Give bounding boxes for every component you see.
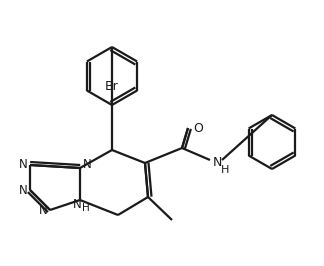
Text: N: N [19,184,28,197]
Text: H: H [82,203,90,213]
Text: H: H [221,165,229,175]
Text: N: N [83,159,92,172]
Text: N: N [19,159,28,172]
Text: N: N [39,203,48,217]
Text: N: N [73,198,82,211]
Text: O: O [193,122,203,135]
Text: N: N [213,156,222,168]
Text: Br: Br [105,80,119,93]
